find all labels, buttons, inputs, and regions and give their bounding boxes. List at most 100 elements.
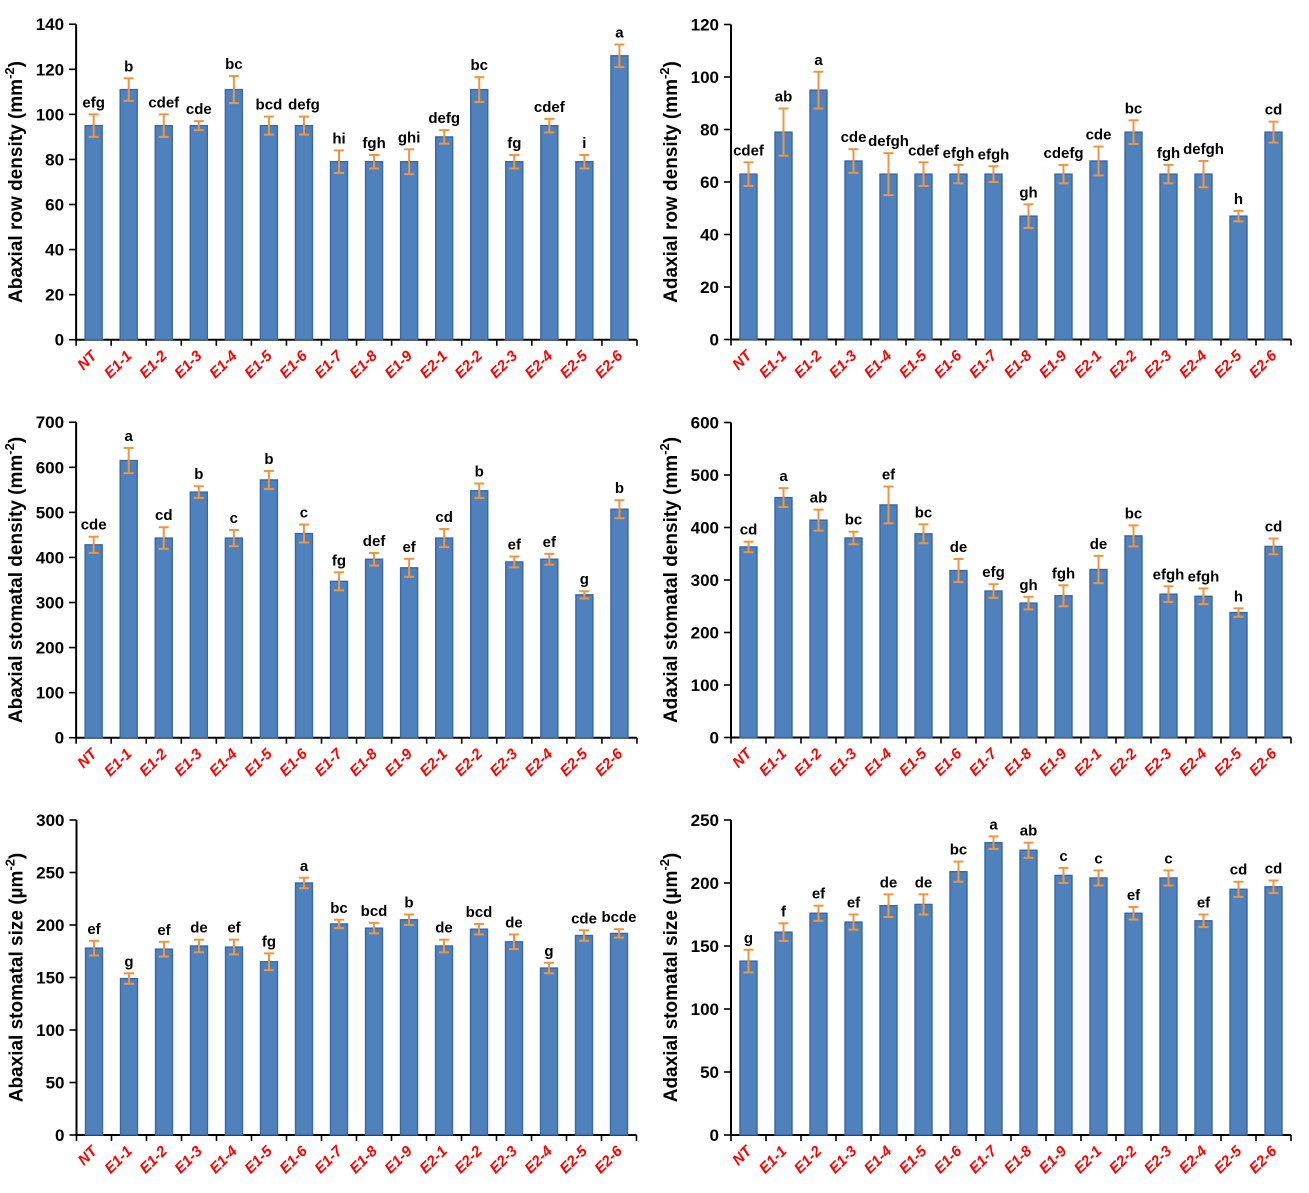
sig-letter: b — [615, 480, 624, 497]
bar-E1-4 — [879, 173, 898, 341]
x-category-label: E2-5 — [557, 347, 592, 382]
x-category-label: E1-5 — [241, 1142, 276, 1177]
x-category-label: E1-2 — [791, 745, 826, 780]
sig-letter: h — [1234, 191, 1243, 208]
bar-NT — [84, 947, 104, 1136]
bar-NT — [739, 546, 758, 739]
sig-letter: a — [779, 468, 788, 485]
x-category-label: E2-4 — [1176, 347, 1211, 382]
bar-E2-4 — [1194, 595, 1213, 739]
bar-E2-3 — [505, 160, 524, 341]
x-category-label: E1-3 — [171, 1142, 206, 1177]
sig-letter: de — [505, 914, 523, 931]
bar-E1-7 — [329, 580, 349, 739]
bar-E2-5 — [1229, 888, 1248, 1136]
x-category-label: E1-1 — [101, 746, 135, 780]
sig-letter: bc — [225, 56, 243, 73]
x-category-label: E2-2 — [452, 745, 487, 780]
sig-letter: efgh — [978, 146, 1010, 163]
sig-letter: b — [264, 451, 273, 468]
sig-letter: b — [124, 58, 133, 75]
bar-E2-1 — [434, 537, 454, 739]
sig-letter: gh — [1019, 577, 1037, 594]
bar-E2-1 — [434, 945, 454, 1136]
sig-letter: bcde — [601, 909, 636, 926]
x-category-label: E2-5 — [1211, 1142, 1246, 1177]
sig-letter: h — [1234, 588, 1243, 605]
sig-letter: a — [814, 52, 823, 69]
bar-E1-6 — [294, 532, 314, 739]
x-category-label: E1-8 — [1001, 745, 1036, 780]
bar-E2-1 — [1089, 568, 1108, 739]
bar-E2-5 — [574, 934, 594, 1136]
x-category-label: E1-3 — [826, 1142, 861, 1177]
x-category-label: E2-1 — [1071, 1143, 1105, 1177]
bar-E2-1 — [434, 136, 454, 341]
y-tick-label: 40 — [700, 226, 719, 245]
bar-E2-4 — [1194, 173, 1213, 341]
x-category-label: E1-9 — [382, 347, 417, 382]
bar-E1-8 — [1019, 215, 1038, 341]
y-tick-label: 300 — [36, 811, 64, 830]
x-category-label: E1-9 — [381, 1142, 416, 1177]
bar-E1-4 — [879, 904, 898, 1136]
y-tick-label: 20 — [700, 278, 719, 297]
sig-letter: fgh — [362, 135, 385, 152]
x-category-label: E2-3 — [1141, 347, 1176, 382]
chart-svg-adaxial-stomatal-size: 0 50 100 150 200 250 g NT f E1-1 ef E1-2 ef E1-3 de E1-… — [657, 811, 1292, 1177]
bar-E1-6 — [294, 124, 314, 341]
bar-E2-6 — [1264, 886, 1283, 1136]
x-category-label: E1-4 — [861, 745, 896, 780]
bar-E1-4 — [224, 88, 244, 341]
x-category-label: E1-1 — [756, 347, 790, 381]
y-axis-title: Adaxial stomatal size (µm-2) — [657, 853, 682, 1103]
panel-abaxial-stomatal-density: 0 100 200 300 400 500 600 700 cde NT a E1-1 cd E1-2 b E… — [0, 398, 655, 796]
x-category-label: E1-5 — [896, 1142, 931, 1177]
sig-letter: cdef — [148, 94, 180, 111]
bar-E1-5 — [914, 903, 933, 1136]
sig-letter: ef — [508, 537, 522, 554]
bar-E1-3 — [844, 537, 863, 739]
y-tick-label: 250 — [691, 811, 719, 830]
bar-E1-8 — [364, 160, 384, 341]
bar-E2-1 — [1089, 160, 1108, 341]
sig-letter: def — [363, 533, 387, 550]
sig-letter: ab — [810, 490, 828, 507]
bar-E2-4 — [1194, 920, 1213, 1136]
x-category-label: E1-7 — [311, 1142, 346, 1177]
x-category-label: E2-4 — [1176, 745, 1211, 780]
x-category-label: E2-3 — [1141, 745, 1176, 780]
sig-letter: ef — [87, 921, 101, 938]
sig-letter: de — [880, 874, 898, 891]
x-category-label: E1-9 — [382, 745, 417, 780]
y-tick-label: 700 — [36, 413, 64, 432]
bar-E1-9 — [399, 160, 419, 341]
y-tick-label: 0 — [55, 1126, 64, 1145]
y-tick-label: 60 — [45, 196, 64, 215]
bar-E1-3 — [189, 124, 209, 341]
sig-letter: ef — [1197, 895, 1211, 912]
bar-E1-6 — [949, 173, 968, 341]
y-tick-label: 0 — [55, 331, 64, 350]
bar-E1-8 — [1019, 849, 1038, 1136]
bar-E2-5 — [1229, 215, 1248, 341]
x-category-label: E1-8 — [1001, 347, 1036, 382]
bar-E2-1 — [1089, 877, 1108, 1136]
bar-E1-1 — [119, 459, 138, 739]
sig-letter: defg — [288, 97, 320, 114]
y-tick-label: 100 — [691, 68, 719, 87]
sig-letter: g — [580, 571, 589, 588]
sig-letter: bc — [1125, 505, 1143, 522]
sig-letter: bc — [915, 504, 933, 521]
x-category-label: E1-7 — [311, 745, 346, 780]
x-category-label: E1-1 — [101, 1143, 135, 1177]
y-tick-label: 120 — [691, 16, 719, 35]
sig-letter: g — [124, 953, 133, 970]
x-category-label: E2-4 — [1176, 1142, 1211, 1177]
sig-letter: fg — [332, 552, 346, 569]
y-tick-label: 0 — [710, 1126, 719, 1145]
x-category-label: E2-1 — [417, 746, 451, 780]
y-tick-label: 100 — [691, 676, 719, 695]
x-category-label: E1-1 — [101, 348, 135, 382]
bar-E2-6 — [1264, 545, 1283, 739]
